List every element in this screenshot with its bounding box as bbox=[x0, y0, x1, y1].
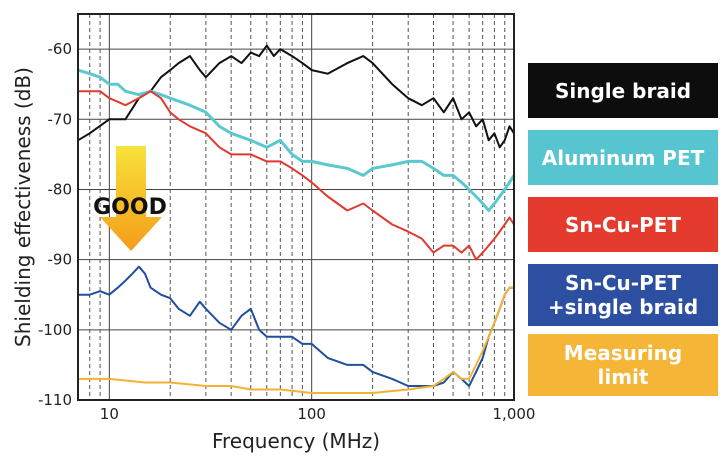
legend-measuring-limit: Measuring limit bbox=[528, 334, 718, 396]
y-tick-labels: -60 -70 -80 -90 -100 -110 bbox=[38, 40, 72, 409]
series-line-0 bbox=[77, 44, 515, 149]
series-line-1 bbox=[77, 68, 516, 212]
y-tick-label-4: -100 bbox=[38, 321, 72, 339]
legend-sn-cu-pet-single-braid: Sn-Cu-PET +single braid bbox=[528, 264, 718, 326]
x-axis-title: Frequency (MHz) bbox=[212, 429, 380, 453]
y-tick-label-5: -110 bbox=[38, 391, 72, 409]
legend-sn-cu-pet: Sn-Cu-PET bbox=[528, 197, 718, 252]
series-line-4 bbox=[78, 286, 514, 394]
series-line-2 bbox=[78, 90, 515, 261]
good-arrow-icon bbox=[100, 146, 162, 251]
x-tick-label-0: 10 bbox=[100, 405, 119, 423]
y-tick-label-0: -60 bbox=[48, 40, 73, 58]
y-tick-label-3: -90 bbox=[48, 251, 73, 269]
y-tick-label-1: -70 bbox=[48, 110, 73, 128]
y-axis-title: Shielding effectiveness (dB) bbox=[11, 67, 35, 347]
x-tick-label-2: 1,000 bbox=[493, 405, 536, 423]
x-tick-labels: 10 100 1,000 bbox=[100, 405, 536, 423]
legend-single-braid: Single braid bbox=[528, 63, 718, 118]
legend-aluminum-pet: Aluminum PET bbox=[528, 130, 718, 185]
plot-frame bbox=[77, 13, 515, 401]
good-annotation: GOOD bbox=[93, 195, 167, 220]
series-line-3 bbox=[78, 265, 514, 387]
series-lines bbox=[77, 44, 516, 394]
y-tick-label-2: -80 bbox=[48, 180, 73, 198]
x-tick-label-1: 100 bbox=[297, 405, 326, 423]
